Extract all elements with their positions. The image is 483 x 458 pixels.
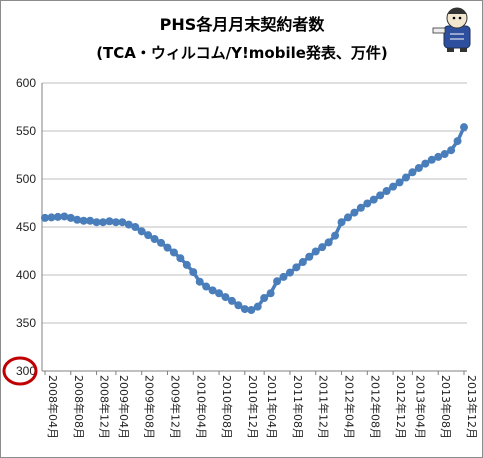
data-point [47, 213, 56, 222]
data-point [86, 216, 95, 225]
data-point [41, 213, 49, 222]
data-point [331, 231, 340, 240]
data-point [79, 216, 88, 225]
data-point [382, 187, 391, 195]
data-point [408, 168, 417, 177]
x-tick-label: 2012年04月 [343, 375, 357, 439]
y-tick-label: 500 [16, 172, 36, 186]
x-tick-label: 2013年12月 [465, 375, 479, 439]
data-point [260, 294, 269, 303]
data-point [343, 213, 352, 222]
y-tick-label: 300 [16, 364, 36, 378]
data-point [176, 254, 185, 263]
data-point [395, 178, 404, 187]
x-tick-label: 2011年12月 [317, 375, 331, 439]
x-tick-label: 2010年04月 [194, 375, 208, 439]
data-point [182, 260, 191, 269]
data-point [137, 227, 146, 236]
data-point [144, 231, 153, 240]
data-point [240, 305, 249, 314]
data-point [356, 203, 365, 212]
data-point [324, 238, 333, 247]
x-tick-label: 2013年08月 [439, 375, 453, 439]
data-point [253, 302, 262, 311]
x-tick-label: 2008年12月 [98, 375, 112, 439]
highlight-circle [2, 356, 38, 386]
data-point [202, 282, 211, 291]
data-point [285, 268, 294, 277]
x-tick-label: 2009年08月 [143, 375, 157, 439]
y-tick-label: 400 [16, 268, 36, 282]
data-point [279, 272, 288, 281]
chart-title-line1: PHS各月月末契約者数 [160, 15, 326, 34]
data-point [273, 277, 282, 286]
data-point [169, 248, 178, 257]
data-point [440, 150, 449, 159]
x-tick-label: 2010年12月 [246, 375, 260, 439]
x-tick-label: 2013年04月 [413, 375, 427, 439]
data-point [60, 212, 69, 221]
x-tick-label: 2011年08月 [291, 375, 305, 439]
x-tick-label: 2008年08月 [72, 375, 86, 439]
x-tick-label: 2012年08月 [368, 375, 382, 439]
data-point [401, 173, 410, 182]
data-point [208, 286, 217, 295]
y-tick-label: 600 [16, 76, 36, 90]
data-point [292, 263, 301, 272]
data-point [215, 289, 224, 298]
data-point [124, 220, 133, 229]
data-point [376, 191, 385, 200]
data-point [163, 243, 172, 252]
data-point [150, 235, 159, 243]
data-point [363, 199, 372, 208]
x-tick-label: 2008年04月 [46, 375, 60, 439]
x-tick-label: 2009年04月 [117, 375, 131, 439]
data-point [247, 306, 256, 315]
data-point [105, 217, 114, 226]
x-tick-label: 2010年08月 [220, 375, 234, 439]
data-point [453, 137, 462, 146]
y-tick-label: 350 [16, 316, 36, 330]
data-point [421, 159, 430, 168]
chart-title-line2: (TCA・ウィルコム/Y!mobile発表、万件) [96, 44, 388, 62]
data-point [73, 215, 82, 224]
data-point [311, 247, 320, 256]
data-point [157, 238, 166, 247]
data-point [118, 218, 127, 227]
data-point [305, 252, 314, 261]
data-point [131, 223, 140, 231]
data-point [337, 218, 346, 227]
x-tick-label: 2012年12月 [394, 375, 408, 439]
data-point [221, 293, 230, 302]
x-tick-label: 2009年12月 [168, 375, 182, 439]
data-point [53, 212, 62, 221]
y-tick-label: 450 [16, 220, 36, 234]
data-point [427, 155, 436, 164]
y-tick-label: 550 [16, 124, 36, 138]
data-point [434, 152, 443, 161]
data-point [92, 218, 101, 227]
data-point [189, 268, 198, 277]
data-point [298, 258, 307, 267]
x-tick-label: 2011年04月 [265, 375, 279, 439]
data-point [447, 146, 456, 155]
data-point [318, 243, 327, 252]
data-point [369, 195, 378, 204]
data-point [414, 163, 423, 172]
data-point [234, 301, 243, 310]
data-point [195, 277, 204, 286]
data-point [460, 123, 468, 132]
data-point [266, 289, 275, 298]
data-point [99, 218, 108, 227]
data-point [350, 208, 359, 217]
data-point [66, 213, 75, 222]
data-point [389, 182, 398, 191]
data-point [227, 296, 236, 305]
mascot-icon [432, 7, 471, 52]
data-point [111, 218, 120, 227]
